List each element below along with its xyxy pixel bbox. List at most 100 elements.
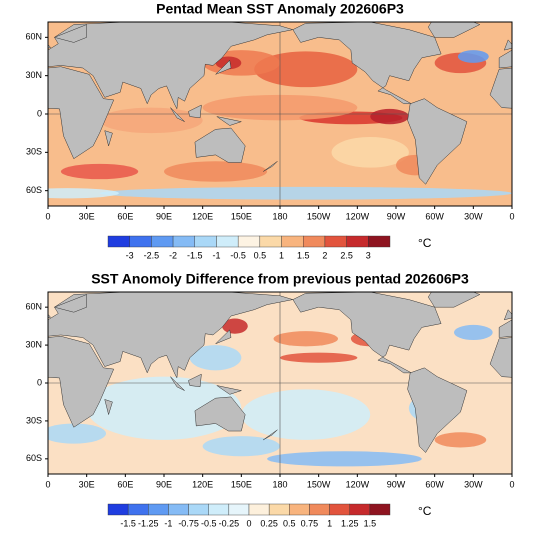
colorbar-label: 2 xyxy=(322,250,327,260)
lat-label: 60S xyxy=(26,453,42,463)
colorbar-label: -1.5 xyxy=(120,518,136,528)
lon-label: 60W xyxy=(425,211,444,221)
colorbar-label: -2 xyxy=(169,250,177,260)
colorbar-label: 0.5 xyxy=(254,250,267,260)
colorbar-swatch xyxy=(208,503,230,516)
colorbar-swatch xyxy=(329,503,350,516)
colorbar-label: 1 xyxy=(279,250,284,260)
land xyxy=(48,44,52,49)
anomaly-patch xyxy=(202,436,280,457)
colorbar-label: -0.5 xyxy=(230,250,246,260)
land xyxy=(263,161,278,172)
colorbar-label: 0.5 xyxy=(283,518,296,528)
land xyxy=(53,294,87,313)
land xyxy=(518,295,536,313)
lon-label: 150W xyxy=(307,479,331,489)
colorbar-swatch xyxy=(151,235,174,248)
colorbar-swatch xyxy=(268,503,290,516)
colorbar-label: 1 xyxy=(327,518,332,528)
land xyxy=(216,385,243,395)
map xyxy=(48,292,536,474)
lat-label: 60S xyxy=(26,185,42,195)
lon-label: 180 xyxy=(272,479,287,489)
colorbar-label: 0.75 xyxy=(301,518,319,528)
anomaly-patch xyxy=(370,108,409,125)
land xyxy=(48,292,293,379)
land xyxy=(194,396,246,432)
land xyxy=(188,373,202,388)
land xyxy=(104,399,113,416)
anomaly-patch xyxy=(48,423,106,444)
lon-label: 90W xyxy=(387,479,406,489)
anomaly-patch xyxy=(331,137,409,168)
lon-label: 120W xyxy=(346,479,370,489)
colorbar-swatch xyxy=(289,503,310,516)
lon-label: 60E xyxy=(117,211,133,221)
land xyxy=(48,22,293,110)
land xyxy=(503,309,512,321)
colorbar-label: 1.25 xyxy=(341,518,359,528)
anomaly-patch xyxy=(222,318,248,334)
colorbar-swatch xyxy=(237,235,261,248)
lon-label: 0 xyxy=(509,479,514,489)
colorbar-swatch xyxy=(349,503,371,516)
land xyxy=(53,24,87,43)
anomaly-patch xyxy=(267,451,422,467)
lat-label: 0 xyxy=(37,377,42,387)
lon-label: 30W xyxy=(464,211,483,221)
anomaly-patch xyxy=(99,186,512,200)
map-title: Pentad Mean SST Anomaly 202606P3 xyxy=(156,1,404,17)
land xyxy=(188,104,202,119)
lon-label: 60E xyxy=(117,479,133,489)
colorbar-label: 2.5 xyxy=(340,250,353,260)
anomaly-patch xyxy=(280,352,358,363)
lon-label: 90E xyxy=(156,211,172,221)
land xyxy=(194,127,246,163)
colorbar-swatch xyxy=(259,235,282,248)
colorbar-label: 1.5 xyxy=(364,518,377,528)
colorbar-label: -2.5 xyxy=(144,250,160,260)
land xyxy=(498,319,512,338)
colorbar-swatch xyxy=(248,503,270,516)
lon-label: 0 xyxy=(509,211,514,221)
anomaly-patch xyxy=(241,389,371,440)
land xyxy=(292,292,442,374)
colorbar-swatch xyxy=(324,235,347,248)
lon-label: 60W xyxy=(425,479,444,489)
land xyxy=(48,313,52,319)
lon-label: 90W xyxy=(387,211,406,221)
lon-label: 30E xyxy=(79,479,95,489)
land xyxy=(48,335,115,428)
colorbar-label: -1 xyxy=(212,250,220,260)
land xyxy=(427,292,481,308)
colorbar-swatch xyxy=(129,235,152,248)
colorbar-label: 0 xyxy=(246,518,251,528)
lat-label: 60N xyxy=(25,32,42,42)
land xyxy=(407,367,468,453)
lon-label: 180 xyxy=(272,211,287,221)
lat-label: 0 xyxy=(37,108,42,118)
anomaly-patch xyxy=(457,50,489,63)
colorbar-label: -0.25 xyxy=(219,518,240,528)
land xyxy=(263,429,278,441)
land xyxy=(170,107,185,122)
colorbar-swatch xyxy=(216,235,239,248)
land xyxy=(292,22,442,105)
land xyxy=(427,22,481,38)
lon-label: 30W xyxy=(464,479,483,489)
colorbar-label: 0.25 xyxy=(260,518,278,528)
land xyxy=(215,59,232,75)
anomaly-patch xyxy=(99,107,203,134)
lon-label: 0 xyxy=(45,211,50,221)
land xyxy=(215,329,232,345)
colorbar-unit: °C xyxy=(418,236,432,250)
colorbar-unit: °C xyxy=(418,504,432,518)
lon-label: 150W xyxy=(307,211,331,221)
land xyxy=(498,49,512,69)
land xyxy=(518,25,536,43)
lat-label: 60N xyxy=(25,302,42,312)
land xyxy=(489,67,512,109)
colorbar-swatch xyxy=(172,235,195,248)
colorbar-label: -0.5 xyxy=(201,518,217,528)
